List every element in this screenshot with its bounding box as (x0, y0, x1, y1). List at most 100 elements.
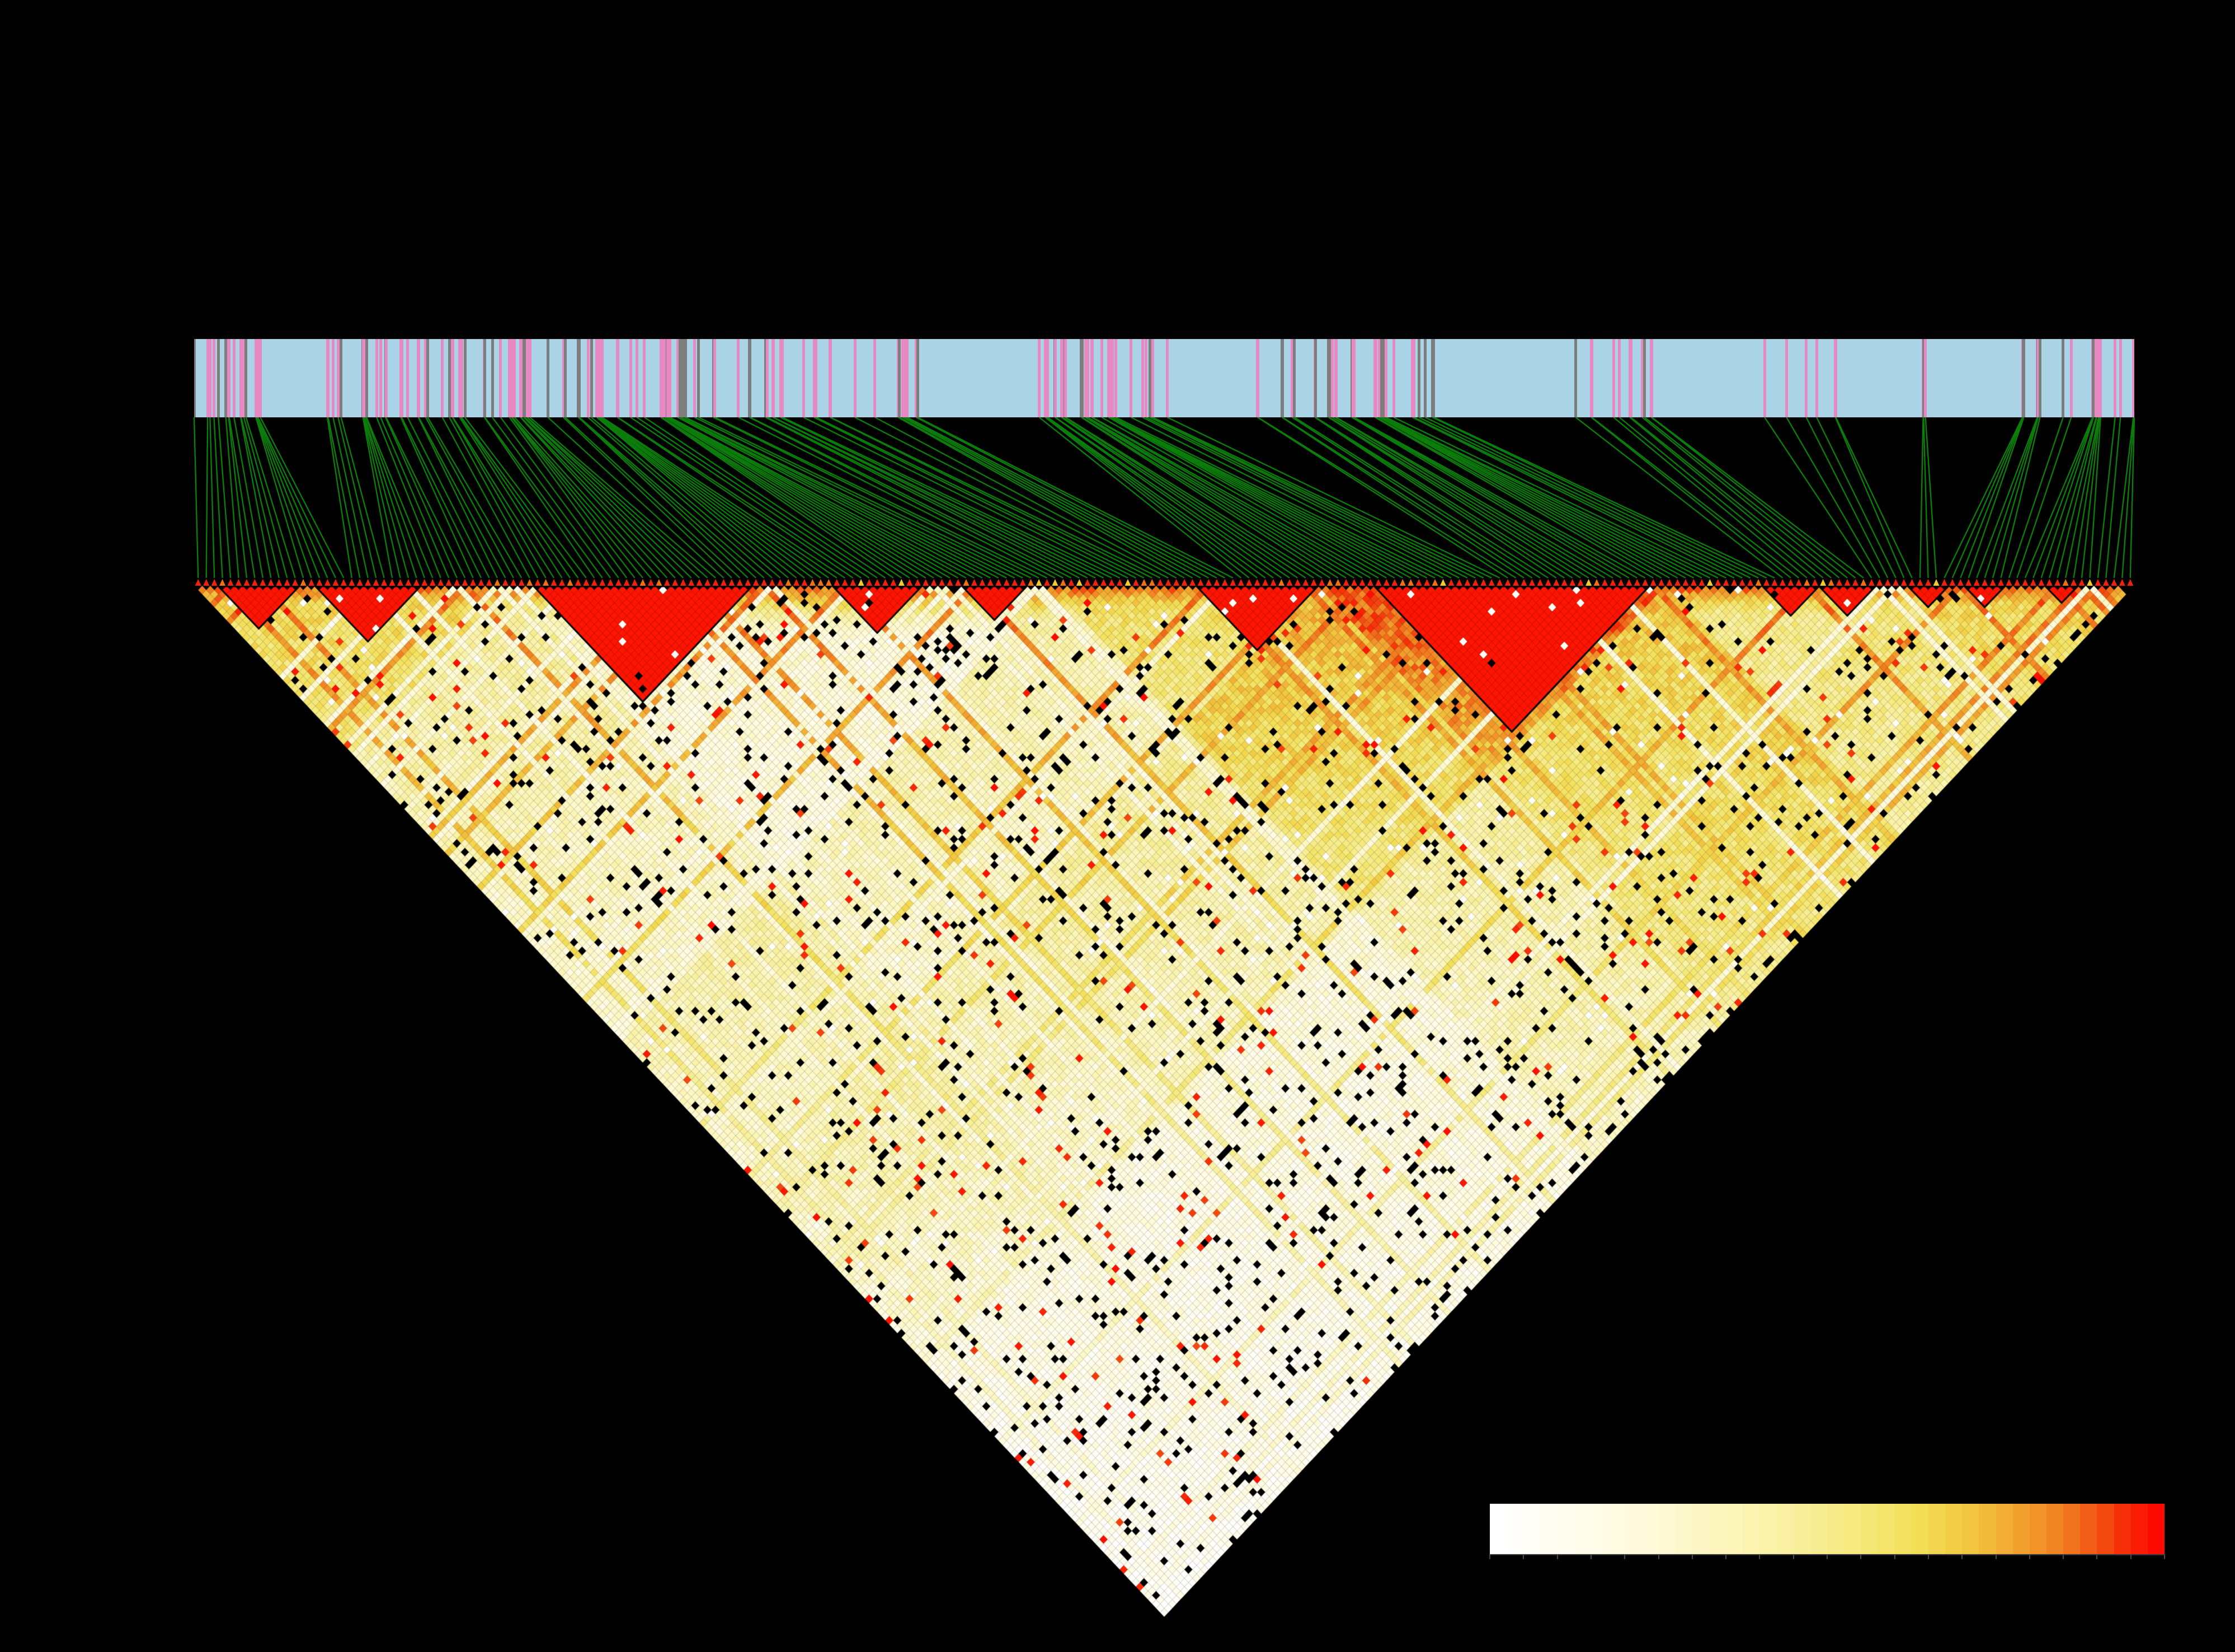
snp-connector-line (578, 417, 765, 578)
snp-connector-line (1111, 416, 1419, 579)
snp-marker-triangle (607, 579, 614, 586)
snp-marker-triangle (235, 579, 242, 586)
snp-marker-triangle (1310, 579, 1317, 586)
snp-marker-triangle (1553, 579, 1560, 586)
snp-connector-line (1081, 416, 1330, 579)
snp-marker-triangle (2062, 579, 2069, 586)
snp-connector-line (1281, 417, 1524, 578)
snp-marker-triangle (381, 579, 388, 586)
position-tick (379, 339, 382, 417)
snp-marker-triangle (599, 579, 606, 586)
snp-marker-triangle (1513, 579, 1519, 586)
snp-connector-line (385, 417, 458, 578)
snp-marker-triangle (825, 579, 832, 586)
snp-marker-triangle (1982, 579, 1988, 586)
snp-connector-line (1328, 416, 1581, 579)
snp-marker-triangle (1763, 579, 1770, 586)
snp-marker-triangle (284, 579, 290, 586)
snp-marker-triangle (2095, 579, 2101, 586)
snp-marker-triangle (1343, 579, 1349, 586)
snp-marker-triangle (324, 579, 331, 586)
snp-connector-line (662, 416, 918, 579)
snp-connector-line (899, 416, 1193, 579)
snp-marker-triangle (1181, 579, 1188, 586)
snp-marker-triangle (866, 579, 873, 586)
snp-connector-line (363, 417, 401, 578)
snp-connector-line (2073, 417, 2100, 578)
snp-connector-line (2081, 417, 2101, 578)
position-tick (2114, 339, 2117, 417)
color-key-segment (1540, 1504, 1558, 1554)
color-key-tick (1927, 1554, 1929, 1559)
position-tick (1922, 339, 1925, 417)
snp-marker-triangle (1294, 579, 1301, 586)
snp-connector-line (514, 417, 660, 578)
snp-connector-line (1115, 416, 1444, 579)
position-tick (206, 339, 209, 417)
snp-connector-line (427, 417, 523, 578)
snp-marker-triangle (292, 579, 299, 586)
snp-marker-triangle (1617, 579, 1624, 586)
snp-connector-line (830, 416, 1161, 579)
snp-connector-line (1591, 417, 1791, 578)
position-tick (600, 339, 604, 417)
snp-connector-line (601, 417, 837, 578)
position-tick (406, 339, 410, 417)
snp-marker-triangle (1528, 579, 1535, 586)
snp-marker-triangle (745, 579, 751, 586)
position-tick (1281, 339, 1284, 417)
snp-marker-triangle (308, 579, 315, 586)
snp-marker-triangle (1415, 579, 1422, 586)
snp-connector-line (417, 417, 498, 578)
snp-connector-line (1960, 417, 2024, 578)
snp-marker-triangle (1634, 579, 1640, 586)
snp-connector-line (1046, 417, 1258, 578)
snp-connector-line (527, 417, 708, 578)
snp-marker-triangle (1302, 579, 1309, 586)
snp-marker-triangle (2030, 579, 2036, 586)
snp-connector-line (1376, 416, 1662, 579)
snp-marker-triangle (1900, 579, 1907, 586)
snp-marker-triangle (1464, 579, 1471, 586)
snp-marker-triangle (2054, 579, 2061, 586)
snp-marker-triangle (1650, 579, 1657, 586)
snp-marker-triangle (365, 579, 371, 586)
color-key-segment (1793, 1504, 1811, 1554)
snp-marker-triangle (332, 579, 339, 586)
snp-connector-line (630, 417, 870, 578)
snp-marker-triangle (793, 579, 800, 586)
snp-marker-triangle (1497, 579, 1503, 586)
snp-connector-line (766, 416, 1088, 579)
snp-connector-line (564, 417, 741, 578)
snp-marker-triangle (971, 579, 977, 586)
snp-marker-triangle (1690, 579, 1697, 586)
position-tick (1149, 339, 1152, 417)
position-tick (1331, 339, 1334, 417)
position-tick (258, 339, 262, 417)
position-tick (417, 339, 420, 417)
snp-marker-triangle (639, 579, 646, 586)
snp-connector-line (1925, 417, 1937, 578)
snp-marker-triangle (454, 579, 460, 586)
snp-connector-line (241, 417, 280, 578)
position-tick (1815, 339, 1818, 417)
snp-connector-line (337, 417, 377, 578)
color-key-tick (1624, 1554, 1626, 1559)
color-key-segment (1490, 1504, 1507, 1554)
position-tick (1144, 339, 1147, 417)
snp-marker-triangle (1682, 579, 1689, 586)
position-tick (916, 339, 919, 417)
position-tick (217, 339, 220, 417)
snp-marker-triangle (389, 579, 396, 586)
snp-connector-line (1087, 416, 1363, 579)
position-tick (1640, 339, 1644, 417)
snp-connector-line (245, 417, 296, 578)
snp-connector-line (449, 417, 539, 578)
snp-marker-triangle (615, 579, 622, 586)
position-tick (737, 339, 740, 417)
snp-marker-triangle (1602, 579, 1608, 586)
position-tick (684, 339, 687, 417)
snp-connector-line (327, 417, 361, 578)
snp-connector-line (1418, 416, 1751, 579)
